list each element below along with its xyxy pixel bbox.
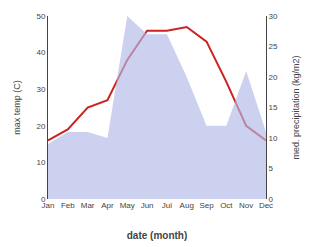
svg-text:40: 40 (36, 48, 45, 57)
svg-text:May: May (120, 201, 135, 210)
svg-text:30: 30 (269, 12, 278, 21)
svg-text:10: 10 (36, 158, 45, 167)
svg-text:Jul: Jul (162, 201, 172, 210)
svg-text:Apr: Apr (101, 201, 114, 210)
svg-text:Mar: Mar (81, 201, 95, 210)
svg-text:date (month): date (month) (127, 230, 188, 241)
svg-text:Aug: Aug (180, 201, 194, 210)
svg-text:20: 20 (269, 73, 278, 82)
svg-text:10: 10 (269, 134, 278, 143)
svg-text:Nov: Nov (239, 201, 253, 210)
svg-text:Jan: Jan (42, 201, 55, 210)
svg-text:50: 50 (36, 12, 45, 21)
svg-text:15: 15 (269, 103, 278, 112)
svg-text:25: 25 (269, 42, 278, 51)
svg-text:30: 30 (36, 85, 45, 94)
svg-text:med. precipitation (kg/m2): med. precipitation (kg/m2) (291, 55, 301, 159)
svg-text:Dec: Dec (259, 201, 273, 210)
svg-text:5: 5 (269, 164, 274, 173)
svg-text:0: 0 (269, 195, 274, 204)
svg-text:0: 0 (41, 195, 46, 204)
svg-text:max temp (C): max temp (C) (12, 80, 22, 135)
svg-text:Feb: Feb (61, 201, 75, 210)
svg-text:Jun: Jun (141, 201, 154, 210)
svg-text:Sep: Sep (199, 201, 214, 210)
svg-text:Oct: Oct (220, 201, 233, 210)
svg-text:20: 20 (36, 122, 45, 131)
